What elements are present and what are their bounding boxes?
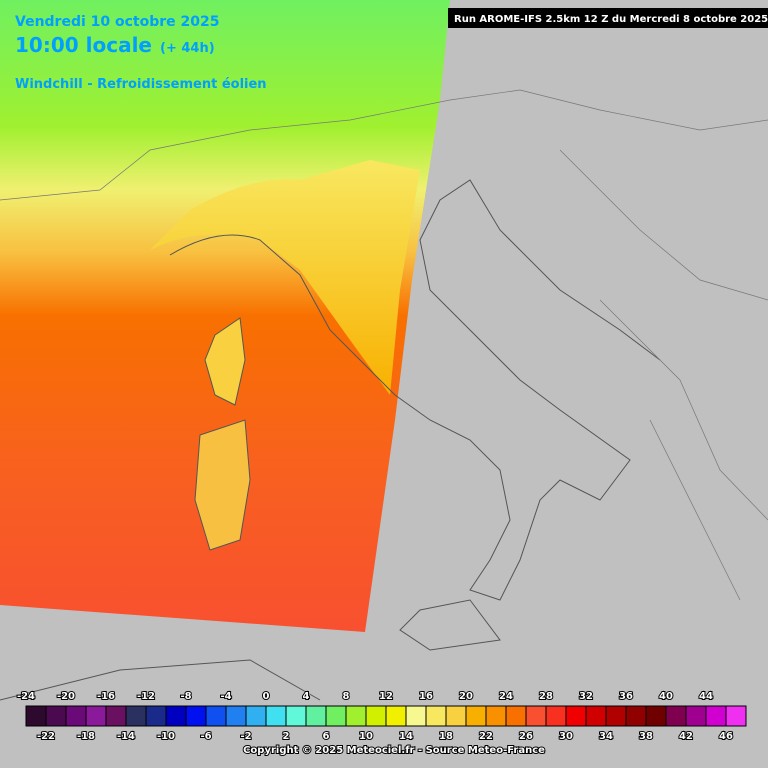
run-box xyxy=(448,8,768,28)
tick-label: 42 xyxy=(679,731,693,742)
color-box xyxy=(585,705,607,727)
tick-label: 24 xyxy=(499,691,513,702)
tick-label: -12 xyxy=(137,691,155,702)
footer: Copyright © 2025 Meteociel.fr - Source M… xyxy=(243,745,545,756)
tick-label: 4 xyxy=(303,691,310,702)
time: 10:00 locale xyxy=(15,33,152,57)
coastline xyxy=(169,179,661,601)
tick-label: 12 xyxy=(379,691,393,702)
tick-label: 22 xyxy=(479,731,493,742)
color-box xyxy=(105,705,127,727)
legend: -24-22-20-18-16-14-12-10-8-6-4-202468101… xyxy=(16,690,747,743)
color-box xyxy=(485,705,507,727)
borders xyxy=(449,89,768,601)
color-box xyxy=(365,705,387,727)
color-box xyxy=(85,705,107,727)
color-box xyxy=(245,705,267,727)
color-box xyxy=(405,705,427,727)
run: Run AROME-IFS 2.5km 12 Z du Mercredi 8 o… xyxy=(454,14,768,25)
tick-label: -4 xyxy=(220,691,231,702)
tick-label: -18 xyxy=(77,731,95,742)
sardinia xyxy=(194,419,251,551)
lead: (+ 44h) xyxy=(160,41,215,56)
model-field xyxy=(0,0,450,632)
color-box xyxy=(445,705,467,727)
color-box xyxy=(65,705,87,727)
tick-label: 28 xyxy=(539,691,553,702)
date: Vendredi 10 octobre 2025 xyxy=(15,14,220,30)
tick-label: 18 xyxy=(439,731,453,742)
tick-label: 10 xyxy=(359,731,373,742)
borders-north xyxy=(0,99,451,201)
color-box xyxy=(185,705,207,727)
color-box xyxy=(625,705,647,727)
tick-label: -6 xyxy=(200,731,211,742)
color-box xyxy=(345,705,367,727)
color-box xyxy=(685,705,707,727)
tick-label: 26 xyxy=(519,731,533,742)
tick-label: 14 xyxy=(399,731,413,742)
color-box xyxy=(285,705,307,727)
variable: Windchill - Refroidissement éolien xyxy=(15,77,267,92)
tick-label: -22 xyxy=(37,731,55,742)
color-box xyxy=(525,705,547,727)
tick-label: 40 xyxy=(659,691,673,702)
color-box xyxy=(505,705,527,727)
color-box xyxy=(305,705,327,727)
tick-label: 16 xyxy=(419,691,433,702)
color-box xyxy=(25,705,47,727)
color-box xyxy=(45,705,67,727)
color-box xyxy=(665,705,687,727)
color-box xyxy=(565,705,587,727)
tick-label: -14 xyxy=(117,731,135,742)
color-box xyxy=(545,705,567,727)
tick-label: -8 xyxy=(180,691,191,702)
color-box xyxy=(265,705,287,727)
color-box xyxy=(325,705,347,727)
tick-label: 46 xyxy=(719,731,733,742)
color-box xyxy=(205,705,227,727)
color-box xyxy=(425,705,447,727)
color-box xyxy=(225,705,247,727)
tick-label: 20 xyxy=(459,691,473,702)
tick-label: 0 xyxy=(263,691,270,702)
italy-land xyxy=(150,160,420,395)
tick-label: 44 xyxy=(699,691,713,702)
tick-label: 38 xyxy=(639,731,653,742)
color-box xyxy=(125,705,147,727)
tick-label: -20 xyxy=(57,691,75,702)
color-box xyxy=(705,705,727,727)
color-box xyxy=(645,705,667,727)
tick-label: 2 xyxy=(283,731,290,742)
color-box xyxy=(465,705,487,727)
tick-label: 36 xyxy=(619,691,633,702)
color-box xyxy=(165,705,187,727)
tick-label: -10 xyxy=(157,731,175,742)
tick-label: -16 xyxy=(97,691,115,702)
tick-label: 30 xyxy=(559,731,573,742)
color-box xyxy=(605,705,627,727)
color-box xyxy=(145,705,167,727)
tick-label: 34 xyxy=(599,731,613,742)
tick-label: -24 xyxy=(17,691,35,702)
tick-label: 8 xyxy=(343,691,350,702)
tick-label: 6 xyxy=(323,731,330,742)
corsica xyxy=(204,317,246,406)
coastline-south xyxy=(0,599,501,701)
color-box xyxy=(725,705,747,727)
tick-label: 32 xyxy=(579,691,593,702)
color-box xyxy=(385,705,407,727)
tick-label: -2 xyxy=(240,731,251,742)
